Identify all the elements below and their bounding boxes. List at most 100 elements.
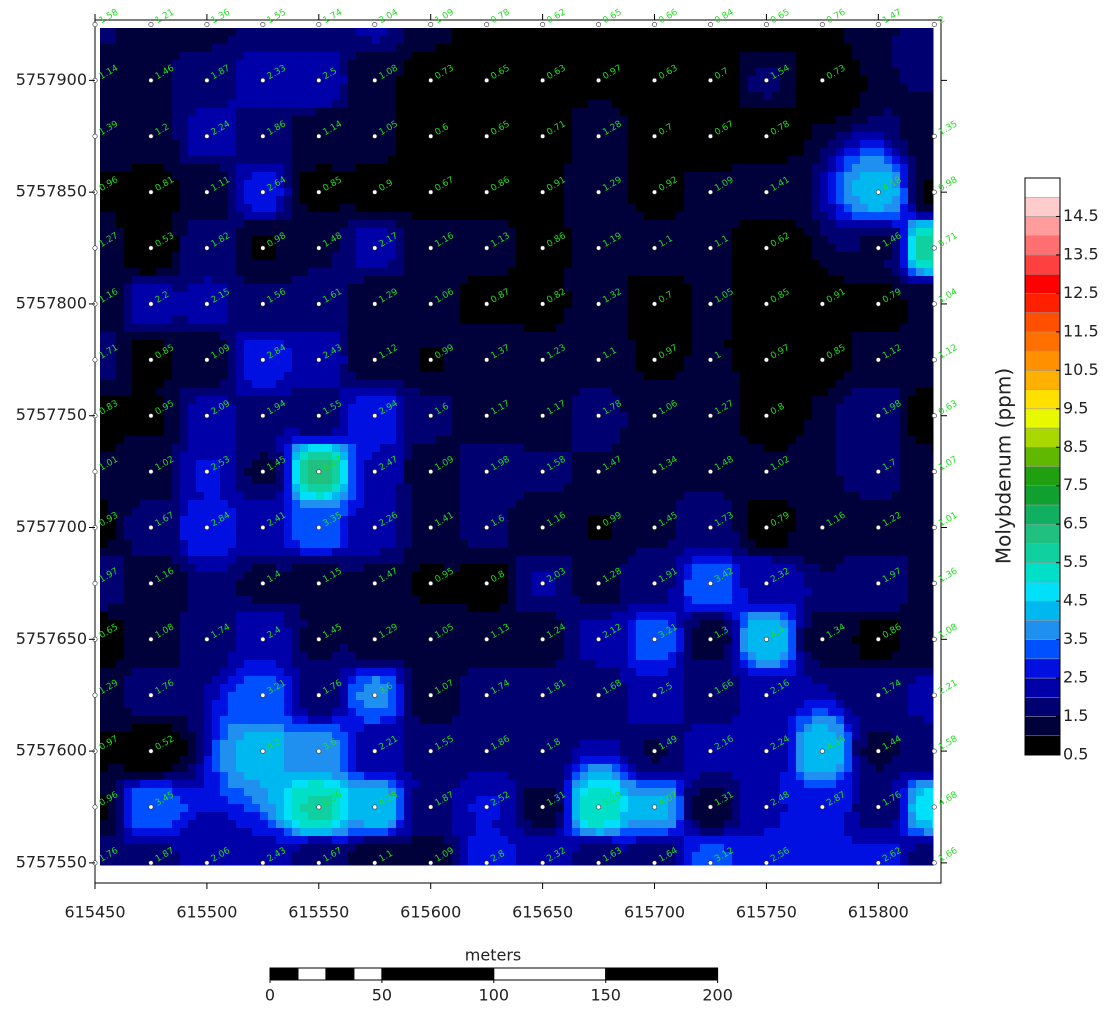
contour-cell — [196, 308, 205, 317]
contour-cell — [100, 52, 109, 61]
contour-cell — [516, 116, 525, 125]
contour-cell — [436, 140, 445, 149]
contour-cell — [220, 308, 229, 317]
contour-cell — [908, 156, 917, 165]
contour-cell — [612, 356, 621, 365]
contour-cell — [252, 148, 261, 157]
contour-cell — [532, 284, 541, 293]
contour-cell — [356, 260, 365, 269]
contour-cell — [340, 300, 349, 309]
contour-cell — [228, 292, 237, 301]
contour-cell — [196, 244, 205, 253]
contour-cell — [796, 316, 805, 325]
contour-cell — [236, 388, 245, 397]
contour-cell — [652, 148, 661, 157]
contour-cell — [588, 236, 597, 245]
contour-cell — [604, 348, 613, 357]
contour-cell — [628, 348, 637, 357]
contour-cell — [524, 324, 533, 333]
contour-cell — [852, 44, 861, 53]
contour-cell — [444, 28, 453, 37]
contour-cell — [484, 332, 493, 341]
contour-cell — [380, 36, 389, 45]
contour-cell — [628, 388, 637, 397]
contour-cell — [564, 332, 573, 341]
contour-cell — [604, 108, 613, 117]
contour-cell — [540, 28, 549, 37]
contour-cell — [156, 76, 165, 85]
contour-cell — [188, 204, 197, 213]
contour-cell — [716, 36, 725, 45]
contour-cell — [388, 324, 397, 333]
contour-cell — [588, 364, 597, 373]
contour-cell — [124, 108, 133, 117]
contour-cell — [116, 220, 125, 229]
contour-cell — [228, 68, 237, 77]
contour-cell — [596, 364, 605, 373]
contour-cell — [596, 292, 605, 301]
contour-cell — [348, 108, 357, 117]
contour-cell — [284, 132, 293, 141]
contour-cell — [116, 380, 125, 389]
contour-cell — [412, 124, 421, 133]
contour-cell — [924, 260, 933, 269]
contour-cell — [500, 340, 509, 349]
contour-cell — [932, 52, 934, 61]
contour-cell — [316, 156, 325, 165]
contour-cell — [524, 84, 533, 93]
contour-cell — [604, 380, 613, 389]
contour-cell — [340, 404, 349, 413]
contour-cell — [716, 60, 725, 69]
contour-cell — [204, 284, 213, 293]
contour-cell — [844, 204, 853, 213]
contour-cell — [228, 276, 237, 285]
contour-cell — [804, 316, 813, 325]
contour-cell — [308, 396, 317, 405]
contour-cell — [252, 388, 261, 397]
contour-cell — [180, 196, 189, 205]
contour-cell — [220, 44, 229, 53]
contour-cell — [332, 36, 341, 45]
contour-cell — [476, 116, 485, 125]
contour-cell — [892, 124, 901, 133]
contour-cell — [196, 188, 205, 197]
contour-cell — [100, 292, 109, 301]
contour-cell — [916, 228, 925, 237]
contour-cell — [300, 124, 309, 133]
contour-cell — [748, 348, 757, 357]
contour-cell — [380, 132, 389, 141]
contour-cell — [772, 316, 781, 325]
contour-cell — [156, 236, 165, 245]
contour-cell — [580, 308, 589, 317]
contour-cell — [508, 188, 517, 197]
contour-cell — [764, 52, 773, 61]
contour-cell — [292, 380, 301, 389]
contour-cell — [828, 188, 837, 197]
contour-cell — [412, 380, 421, 389]
contour-cell — [876, 76, 885, 85]
contour-cell — [348, 276, 357, 285]
contour-cell — [660, 260, 669, 269]
contour-cell — [540, 124, 549, 133]
contour-cell — [388, 204, 397, 213]
contour-cell — [324, 44, 333, 53]
contour-cell — [812, 356, 821, 365]
contour-cell — [260, 172, 269, 181]
contour-cell — [260, 404, 269, 413]
contour-cell — [732, 300, 741, 309]
contour-cell — [460, 332, 469, 341]
contour-cell — [580, 252, 589, 261]
contour-cell — [748, 308, 757, 317]
contour-cell — [660, 100, 669, 109]
contour-cell — [444, 284, 453, 293]
contour-cell — [692, 156, 701, 165]
contour-cell — [676, 220, 685, 229]
contour-cell — [396, 164, 405, 173]
contour-cell — [468, 316, 477, 325]
contour-cell — [740, 364, 749, 373]
contour-cell — [844, 252, 853, 261]
contour-cell — [436, 148, 445, 157]
contour-cell — [180, 388, 189, 397]
contour-cell — [828, 148, 837, 157]
contour-cell — [780, 252, 789, 261]
